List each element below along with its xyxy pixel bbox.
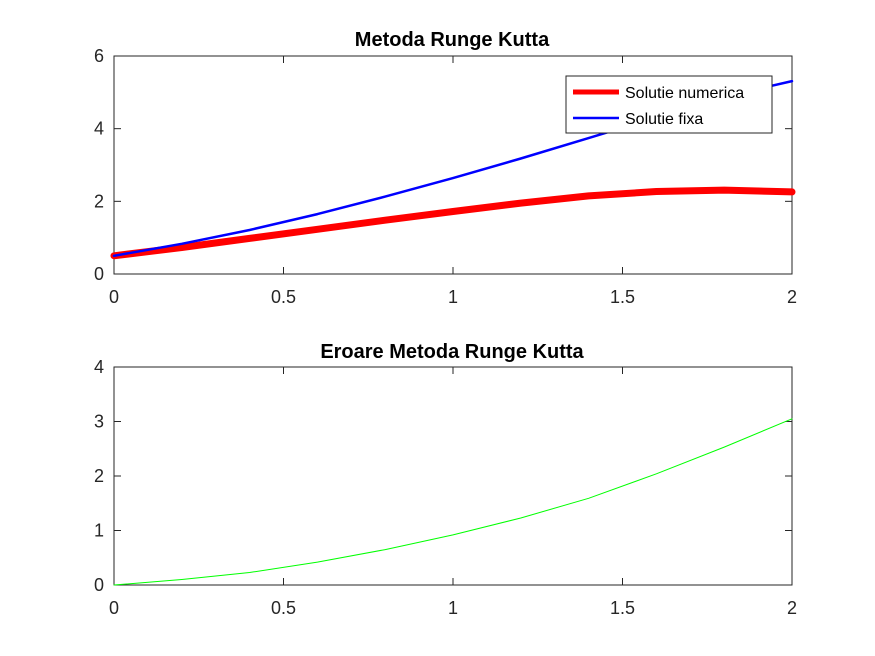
- bottom-x-tick-label: 1.5: [610, 598, 635, 618]
- top-series-line-solutie-numerica: [110, 186, 796, 260]
- top-legend: Solutie numerica Solutie fixa: [565, 75, 773, 134]
- top-y-tick-label: 2: [94, 191, 104, 211]
- bottom-y-tick-label: 0: [94, 575, 104, 595]
- legend-label-solutie-fixa: Solutie fixa: [625, 111, 703, 128]
- bottom-ticks: 0 0.5 1 1.5 2 0 1 2 3 4: [94, 357, 797, 618]
- bottom-y-tick-label: 1: [94, 521, 104, 541]
- bottom-x-tick-label: 1: [448, 598, 458, 618]
- top-y-tick-label: 6: [94, 46, 104, 66]
- bottom-y-tick-label: 2: [94, 466, 104, 486]
- top-x-tick-label: 1.5: [610, 287, 635, 307]
- bottom-y-tick-label: 3: [94, 412, 104, 432]
- bottom-y-tick-label: 4: [94, 357, 104, 377]
- bottom-x-tick-label: 0.5: [271, 598, 296, 618]
- top-chart-title: Metoda Runge Kutta: [355, 29, 550, 51]
- top-x-tick-label: 2: [787, 287, 797, 307]
- legend-box: [565, 75, 773, 134]
- top-ticks: 0 0.5 1 1.5 2 0 2 4 6: [94, 46, 797, 307]
- top-y-tick-label: 4: [94, 119, 104, 139]
- top-x-tick-label: 0: [109, 287, 119, 307]
- legend-label-solutie-numerica: Solutie numerica: [625, 85, 744, 102]
- bottom-chart: Eroare Metoda Runge Kutta 0 0.5 1 1.5 2 0 1 2 3 4: [94, 341, 797, 618]
- bottom-series-line-error: [113, 418, 793, 586]
- top-x-tick-label: 0.5: [271, 287, 296, 307]
- bottom-series: [113, 418, 793, 586]
- bottom-plot-area: [113, 366, 793, 586]
- top-y-tick-label: 0: [94, 264, 104, 284]
- bottom-x-tick-label: 2: [787, 598, 797, 618]
- bottom-chart-title: Eroare Metoda Runge Kutta: [320, 341, 584, 363]
- top-x-tick-label: 1: [448, 287, 458, 307]
- top-chart: Metoda Runge Kutta 0 0.5 1 1.5 2 0 2 4 6 Solutie…: [94, 29, 797, 307]
- bottom-x-tick-label: 0: [109, 598, 119, 618]
